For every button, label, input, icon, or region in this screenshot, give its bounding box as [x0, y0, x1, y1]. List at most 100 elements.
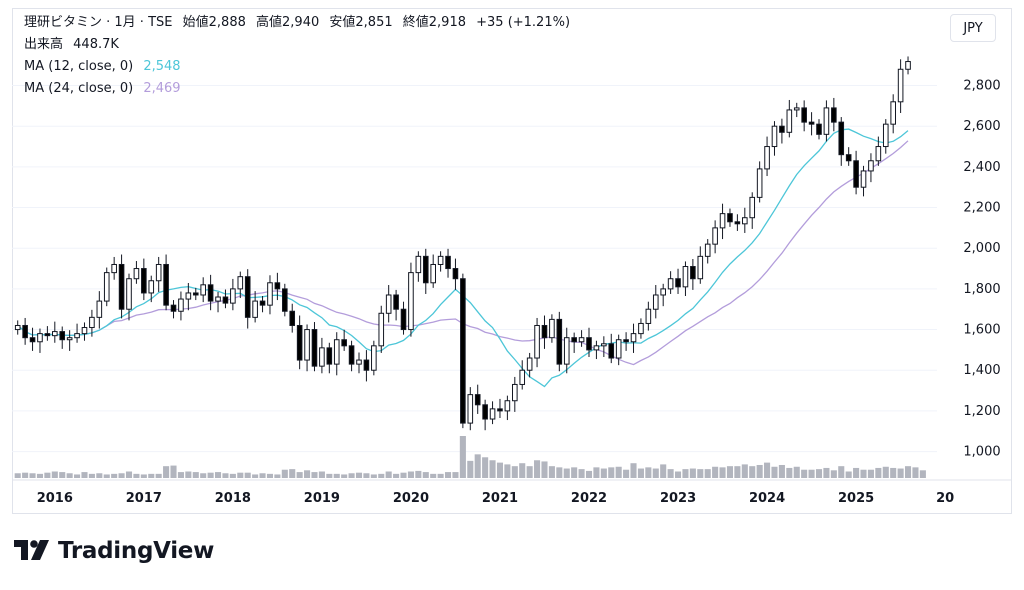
volume-bar	[51, 471, 58, 478]
candle-down	[29, 337, 36, 343]
y-tick-label: 2,800	[963, 79, 1000, 94]
candle-up	[148, 280, 155, 294]
candle-down	[779, 125, 785, 133]
volume-bar	[541, 461, 548, 478]
candle-up	[719, 213, 726, 229]
volume-bar	[222, 473, 229, 478]
y-tick-label: 1,800	[963, 282, 1000, 297]
candle-up	[252, 300, 258, 318]
x-tick-label: 2021	[482, 491, 518, 506]
low-label: 安値	[329, 15, 356, 30]
volume-bar	[430, 473, 437, 478]
volume-bar	[778, 464, 785, 478]
candle-up	[519, 369, 526, 385]
volume-bar	[496, 462, 504, 478]
candle-up	[742, 217, 748, 225]
volume-bar	[333, 473, 340, 478]
candle-up	[96, 300, 103, 318]
ma24-legend[interactable]: MA (24, close, 0) 2,469	[24, 80, 187, 98]
ma24-label: MA (24, close, 0)	[24, 81, 134, 96]
volume-bar	[667, 469, 674, 478]
volume-bar	[741, 464, 748, 478]
candle-up	[652, 294, 659, 310]
currency-button[interactable]: JPY	[950, 14, 996, 42]
volume-bar	[155, 473, 162, 478]
candle-up	[578, 337, 585, 343]
candle-down	[222, 296, 229, 304]
volume-bar	[274, 474, 281, 478]
candle-up	[178, 298, 184, 312]
candle-up	[764, 146, 770, 170]
candle-up	[155, 263, 162, 282]
volume-value: 448.7K	[73, 37, 119, 52]
volume-bar	[444, 472, 452, 478]
volume-bar	[185, 471, 192, 478]
candle-down	[445, 255, 451, 270]
candle-down	[170, 304, 177, 312]
volume-bar	[548, 466, 555, 478]
volume-bar	[252, 474, 259, 478]
volume-bar	[355, 472, 363, 478]
volume-bar	[519, 463, 526, 478]
candle-down	[274, 282, 281, 290]
volume-bar	[22, 472, 29, 478]
candle-up	[793, 107, 800, 111]
candle-up	[89, 316, 95, 329]
candle-up	[52, 331, 58, 337]
candle-up	[860, 170, 867, 188]
candle-up	[749, 196, 756, 219]
volume-bar	[474, 454, 481, 478]
candle-up	[771, 125, 778, 148]
volume-bar	[452, 472, 459, 478]
volume-bar	[771, 466, 778, 478]
volume-bar	[318, 471, 325, 478]
volume-bar	[815, 469, 823, 478]
volume-bar	[756, 464, 763, 478]
change-value: +35 (+1.21%)	[476, 15, 571, 30]
y-tick-label: 2,400	[963, 160, 1000, 175]
volume-bar	[14, 473, 21, 478]
price-chart[interactable]: 1,000 1,200 1,400 1,600 1,800 2,000 2,200 2,400…	[12, 8, 1012, 514]
candle-down	[163, 263, 169, 306]
volume-bar	[608, 467, 615, 478]
candle-down	[282, 288, 288, 312]
volume-bar	[786, 467, 793, 478]
candle-up	[549, 318, 555, 339]
y-tick-label: 1,600	[963, 323, 1000, 338]
volume-bar	[897, 468, 904, 478]
candle-up	[875, 146, 882, 162]
volume-bar	[400, 472, 407, 478]
volume-bar	[125, 471, 133, 478]
volume-bar	[734, 466, 741, 478]
candle-down	[497, 408, 503, 412]
candle-down	[474, 394, 481, 406]
grid	[12, 85, 937, 453]
volume-bar	[415, 470, 422, 478]
volume-bar	[563, 468, 570, 478]
candle-down	[118, 263, 125, 310]
candle-down	[571, 337, 577, 343]
candle-up	[356, 359, 362, 365]
candle-up	[215, 296, 221, 302]
chart-frame	[12, 8, 1012, 514]
volume-bar	[875, 467, 882, 478]
candle-up	[415, 255, 422, 274]
candle-up	[81, 327, 88, 335]
candle-up	[615, 339, 622, 359]
volume-bar	[289, 469, 296, 478]
candle-up	[882, 123, 889, 148]
candle-up	[430, 263, 436, 284]
open-label: 始値	[182, 15, 209, 30]
ma12-legend[interactable]: MA (12, close, 0) 2,548	[24, 58, 187, 76]
high-value: 2,940	[282, 15, 320, 30]
tradingview-logo[interactable]: TradingView	[14, 538, 214, 564]
candle-up	[133, 268, 140, 280]
candle-down	[341, 339, 347, 347]
candle-up	[371, 345, 377, 371]
volume-bar	[823, 467, 830, 478]
volume-legend: 出来高 448.7K	[24, 36, 125, 54]
candle-down	[348, 345, 355, 365]
close-label: 終値	[402, 15, 429, 30]
candle-down	[675, 278, 681, 288]
x-tick-label: 2018	[215, 491, 251, 506]
